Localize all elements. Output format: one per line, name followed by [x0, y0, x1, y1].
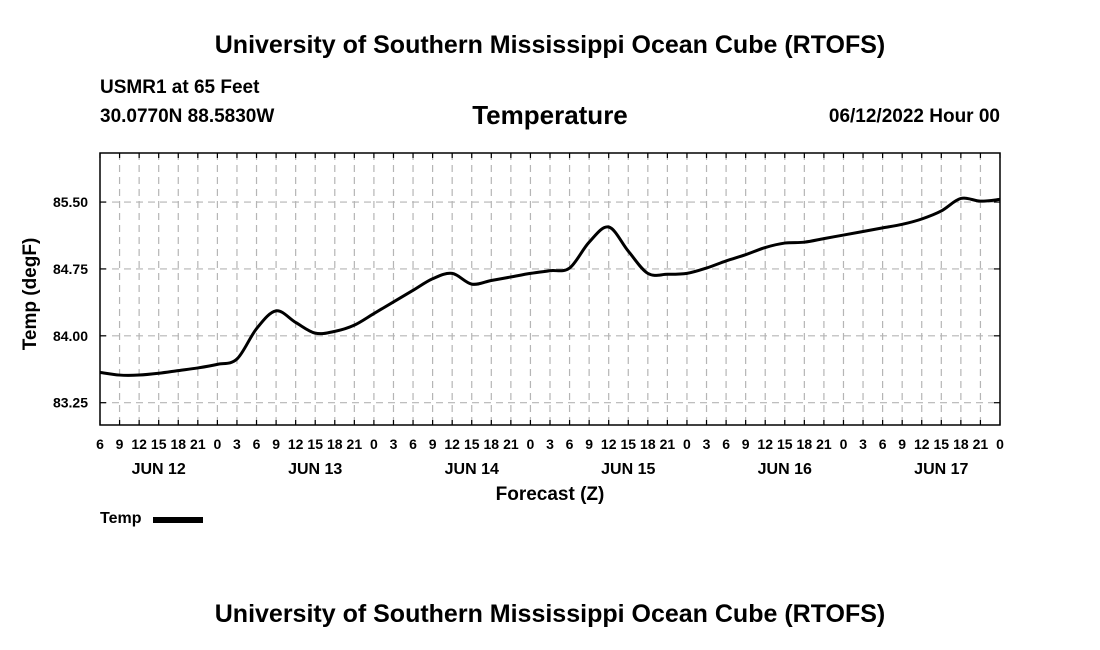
x-tick-label: 0 [527, 436, 535, 452]
x-tick-label: 3 [703, 436, 711, 452]
x-tick-label: 12 [288, 436, 304, 452]
x-tick-label: 6 [722, 436, 730, 452]
x-axis-title: Forecast (Z) [496, 484, 605, 505]
x-tick-label: 9 [742, 436, 750, 452]
y-tick-label: 84.75 [53, 261, 88, 277]
x-tick-label: 6 [879, 436, 887, 452]
x-tick-label: 21 [816, 436, 832, 452]
x-tick-label: 6 [409, 436, 417, 452]
legend-label: Temp [100, 510, 142, 527]
x-tick-label: 18 [484, 436, 500, 452]
x-tick-label: 12 [757, 436, 773, 452]
x-tick-label: 15 [620, 436, 636, 452]
x-tick-label: 3 [859, 436, 867, 452]
legend-swatch [153, 517, 204, 523]
x-tick-label: 0 [213, 436, 221, 452]
x-tick-label: 0 [370, 436, 378, 452]
x-tick-label: 12 [131, 436, 147, 452]
x-tick-label: 9 [116, 436, 124, 452]
x-tick-label: 12 [914, 436, 930, 452]
x-tick-label: 0 [996, 436, 1004, 452]
x-tick-label: 21 [973, 436, 989, 452]
x-tick-label: 15 [934, 436, 950, 452]
x-tick-label: 12 [601, 436, 617, 452]
y-axis-title: Temp (degF) [20, 238, 41, 351]
x-tick-label: 6 [253, 436, 261, 452]
x-tick-label: 0 [683, 436, 691, 452]
day-label: JUN 13 [288, 461, 342, 478]
x-tick-label: 15 [464, 436, 480, 452]
day-label: JUN 14 [445, 461, 499, 478]
x-tick-label: 21 [190, 436, 206, 452]
x-tick-label: 18 [797, 436, 813, 452]
x-tick-label: 18 [170, 436, 186, 452]
temp-series-line [99, 196, 1001, 377]
x-tick-label: 3 [546, 436, 554, 452]
x-tick-label: 9 [272, 436, 280, 452]
x-tick-label: 9 [429, 436, 437, 452]
x-tick-label: 0 [840, 436, 848, 452]
day-label: JUN 12 [132, 461, 186, 478]
y-tick-label: 85.50 [53, 194, 88, 210]
x-tick-label: 15 [777, 436, 793, 452]
x-tick-label: 18 [953, 436, 969, 452]
day-label: JUN 15 [601, 461, 655, 478]
x-tick-label: 3 [233, 436, 241, 452]
x-tick-label: 12 [444, 436, 460, 452]
station-coordinates: 30.0770N 88.5830W [100, 106, 275, 127]
station-label: USMR1 at 65 Feet [100, 77, 260, 98]
x-tick-label: 15 [151, 436, 167, 452]
x-tick-label: 18 [640, 436, 656, 452]
legend: Temp [100, 510, 204, 528]
day-label: JUN 17 [914, 461, 968, 478]
day-label: JUN 16 [758, 461, 812, 478]
y-tick-label: 83.25 [53, 395, 88, 411]
x-tick-label: 21 [660, 436, 676, 452]
main-title: University of Southern Mississippi Ocean… [214, 31, 886, 59]
x-tick-label: 9 [585, 436, 593, 452]
x-tick-label: 3 [390, 436, 398, 452]
x-tick-label: 6 [566, 436, 574, 452]
y-tick-label: 84.00 [53, 328, 88, 344]
run-time: 06/12/2022 Hour 00 [828, 106, 1000, 127]
chart-title: Temperature [472, 100, 628, 130]
x-tick-label: 21 [503, 436, 519, 452]
footer-title: University of Southern Mississippi Ocean… [214, 600, 886, 628]
x-tick-label: 21 [347, 436, 363, 452]
x-tick-label: 15 [307, 436, 323, 452]
x-tick-label: 9 [898, 436, 906, 452]
x-tick-label: 18 [327, 436, 343, 452]
x-tick-label: 6 [96, 436, 104, 452]
